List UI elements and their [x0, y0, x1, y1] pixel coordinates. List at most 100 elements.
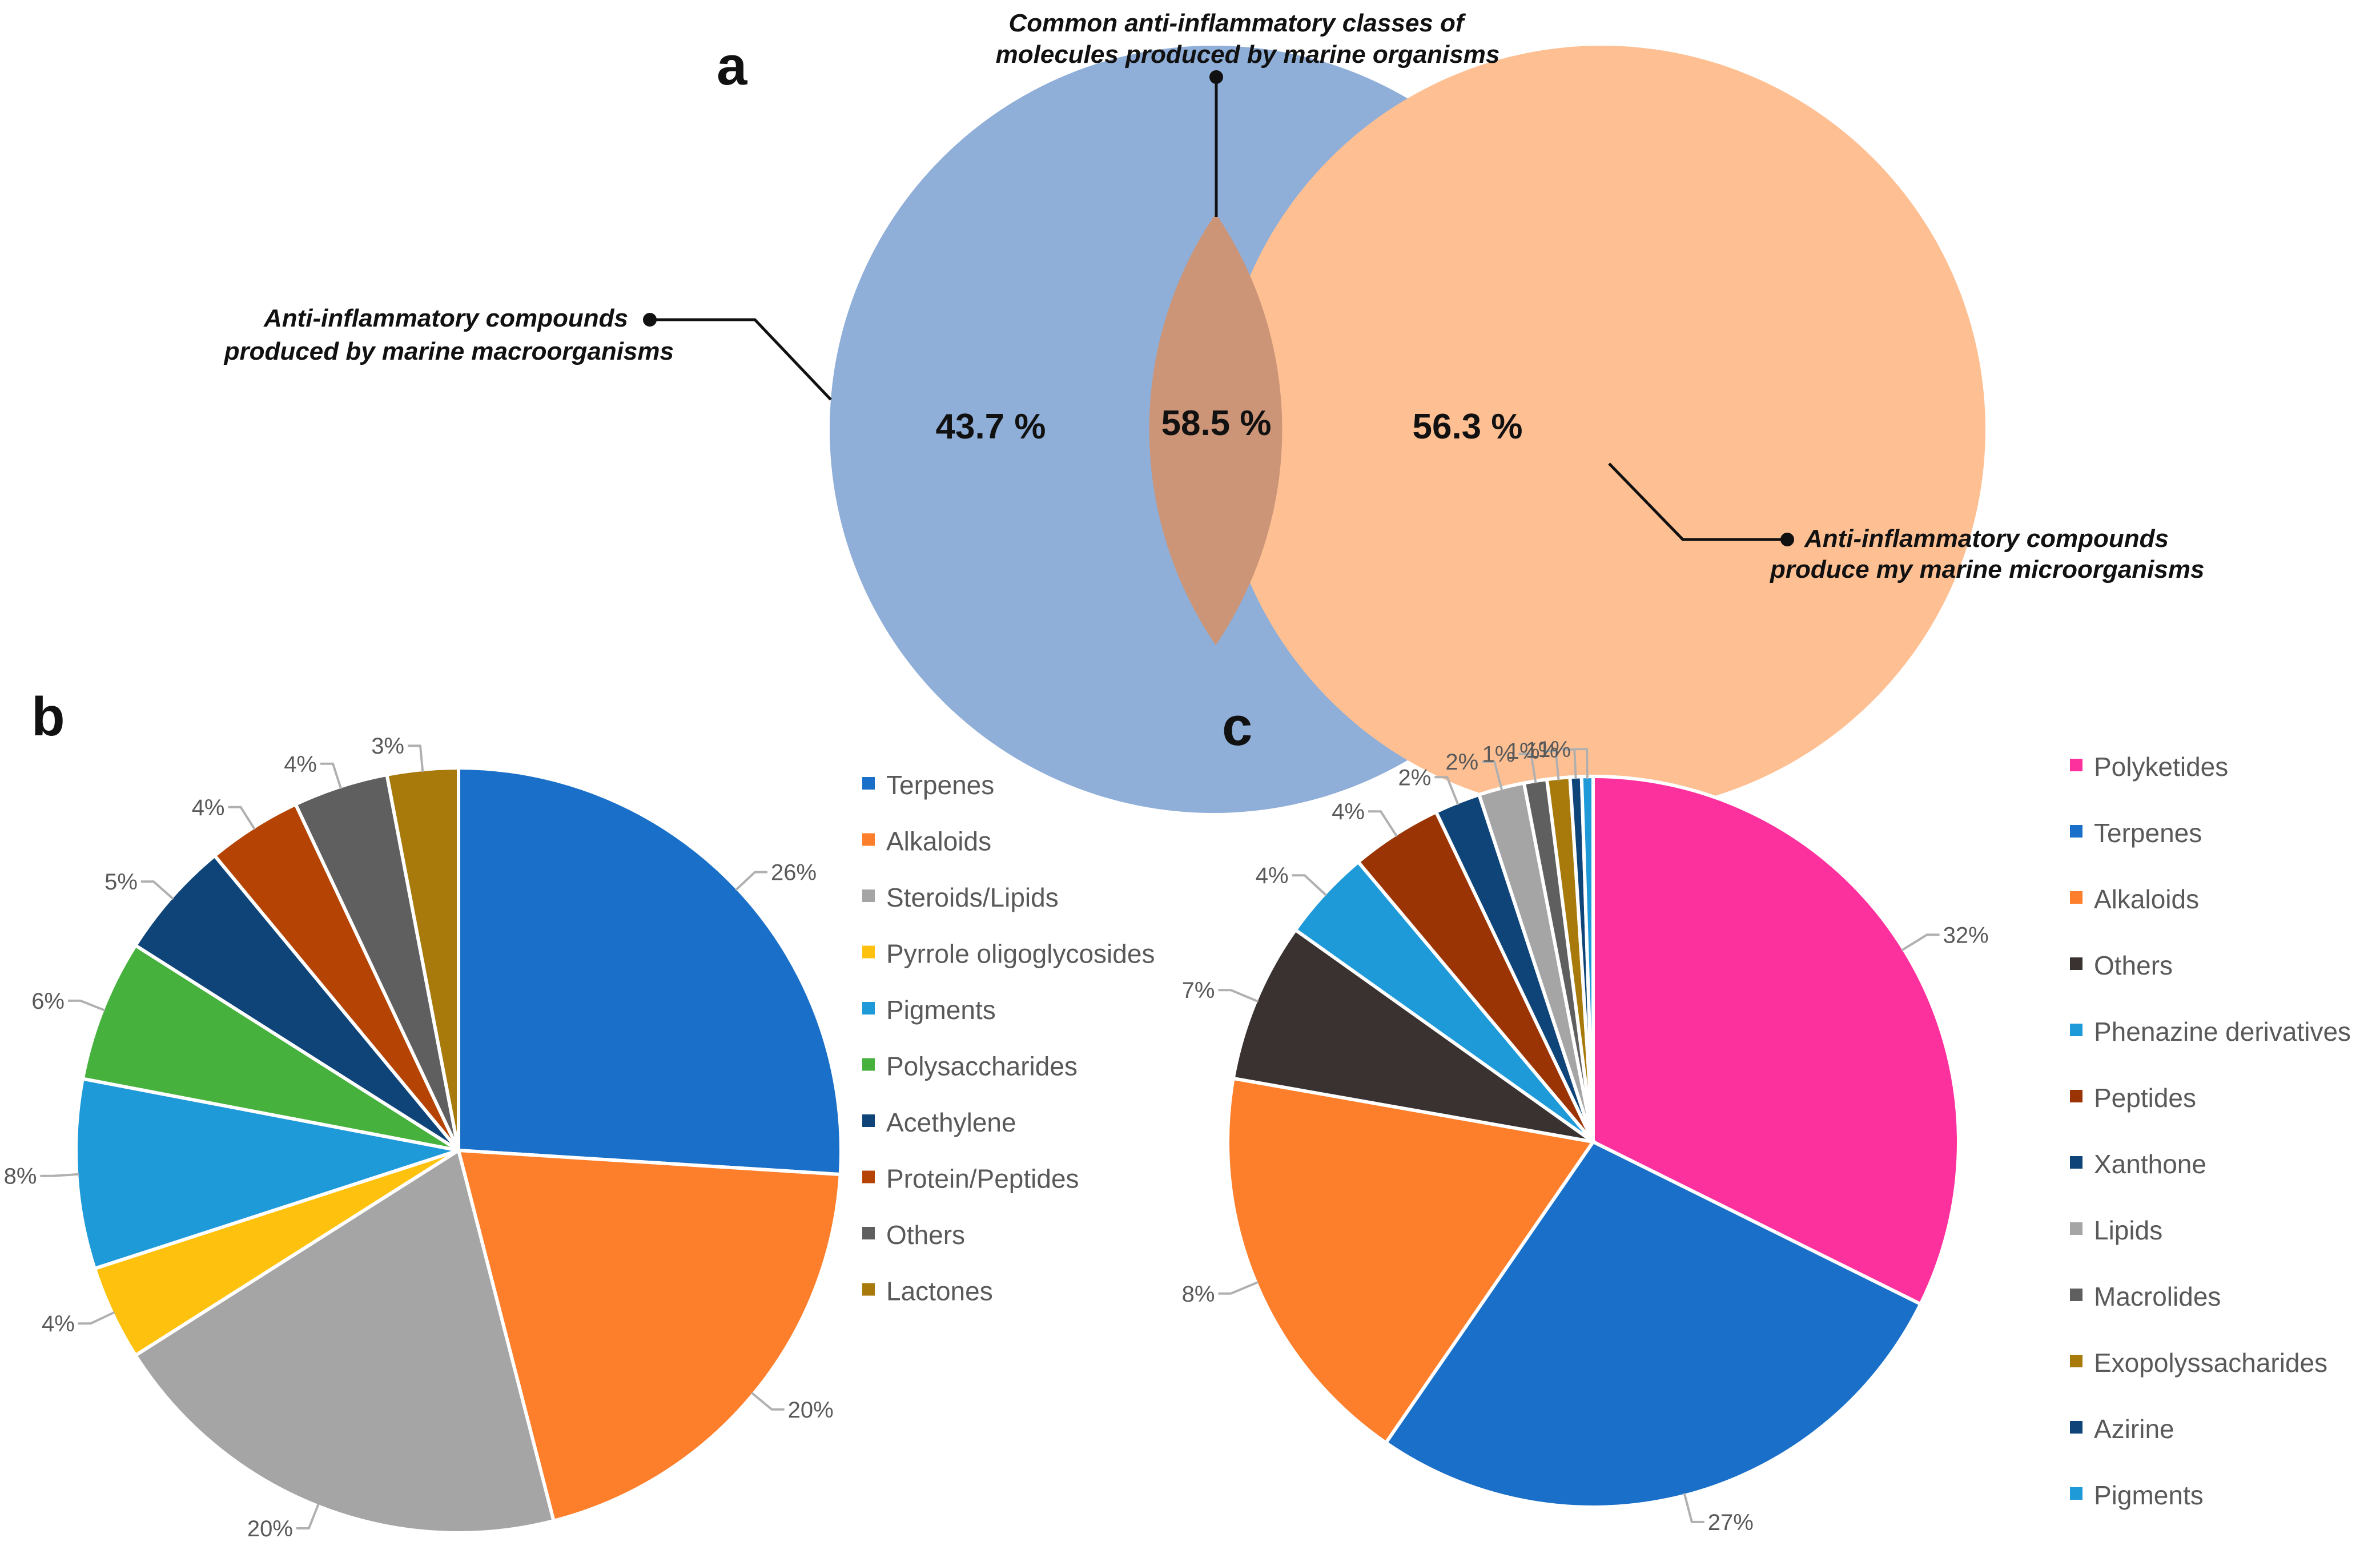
pie-panel-c: c 32% Polyketides 27% Terpenes 8% Alkaloids 7%… — [1182, 696, 2351, 1535]
pie-b-legend-swatch-terpenes — [862, 777, 875, 790]
pie-b-legend-swatch-others — [862, 1227, 875, 1239]
pie-c-legend-swatch-macrolides — [2070, 1289, 2082, 1301]
pie-c-legend-label-peptides: Peptides — [2094, 1083, 2196, 1113]
pie-b-leader-pigments — [40, 1173, 79, 1177]
pie-panel-b: b 26% Terpenes 20% Alkaloids 20% Steroids/Lip… — [4, 686, 1155, 1541]
pie-b-leader-others — [320, 762, 343, 790]
pie-c-legend-swatch-exopolyssacharides — [2070, 1355, 2082, 1367]
venn-circle-right — [1218, 46, 1985, 813]
pie-c-legend-label-pigments: Pigments — [2094, 1480, 2204, 1510]
pie-c-legend-label-xanthone: Xanthone — [2094, 1149, 2206, 1179]
pie-b-leader-pyrrole-oligoglycosides — [78, 1311, 115, 1325]
venn-panel: a 43.7 % 58.5 % 56.3 % Anti-inflammatory… — [224, 9, 2204, 813]
pie-b-legend-label-terpenes: Terpenes — [886, 770, 994, 800]
pie-c-leader-phenazine-derivatives — [1292, 874, 1328, 896]
pie-b-legend-label-pigments: Pigments — [886, 995, 996, 1025]
pie-b-label-pyrrole-oligoglycosides: 4% — [42, 1311, 75, 1336]
pie-c-legend-swatch-alkaloids — [2070, 891, 2082, 904]
venn-intersection — [1149, 214, 1283, 645]
pie-b-legend-swatch-steroids-lipids — [862, 889, 875, 902]
venn-caption-left-1: Anti-inflammatory compounds — [263, 304, 628, 332]
pie-c-legend-label-lipids: Lipids — [2094, 1215, 2162, 1245]
pie-c-label-xanthone: 2% — [1398, 765, 1431, 790]
pie-c-leader-exopolyssacharides — [1543, 750, 1560, 781]
pie-c-legend-label-exopolyssacharides: Exopolyssacharides — [2094, 1348, 2327, 1378]
pie-b-legend-label-steroids-lipids: Steroids/Lipids — [886, 883, 1059, 912]
pie-c-label-lipids: 2% — [1445, 750, 1478, 775]
panel-letter-b: b — [31, 686, 65, 747]
pie-c-legend-label-others: Others — [2094, 951, 2173, 980]
pie-c-legend-swatch-terpenes — [2070, 825, 2082, 838]
pie-c-legend-label-polyketides: Polyketides — [2094, 752, 2228, 782]
callout-left-dot — [643, 313, 657, 327]
pie-c-leader-others — [1218, 989, 1259, 1003]
pie-b-legend-swatch-protein-peptides — [862, 1170, 875, 1183]
pie-c-label-phenazine-derivatives: 4% — [1256, 863, 1289, 888]
pie-c-legend-swatch-peptides — [2070, 1090, 2082, 1102]
pie-c-legend-label-alkaloids: Alkaloids — [2094, 884, 2199, 914]
pie-b-leader-alkaloids — [750, 1391, 785, 1411]
pie-b-legend-label-acethylene: Acethylene — [886, 1108, 1016, 1137]
venn-value-intersection: 58.5 % — [1161, 404, 1271, 443]
pie-b-label-alkaloids: 20% — [788, 1398, 834, 1423]
pie-c-label-alkaloids: 8% — [1182, 1282, 1215, 1307]
pie-c-label-terpenes: 27% — [1708, 1510, 1754, 1535]
pie-b-leader-steroids-lipids — [296, 1503, 320, 1529]
pie-c-label-azirine: 1% — [1525, 738, 1558, 763]
pie-b-label-others: 4% — [284, 752, 317, 777]
pie-c-leader-alkaloids — [1218, 1281, 1259, 1295]
callout-left-line — [650, 318, 832, 401]
pie-c-legend-label-terpenes: Terpenes — [2094, 818, 2202, 848]
pie-c-legend-swatch-pigments — [2070, 1487, 2082, 1500]
pie-b-label-lactones: 3% — [371, 734, 404, 759]
callout-right-dot — [1780, 533, 1794, 546]
pie-b-leader-protein-peptides — [228, 806, 256, 830]
pie-c-legend-label-phenazine-derivatives: Phenazine derivatives — [2094, 1017, 2351, 1046]
pie-c-legend-swatch-xanthone — [2070, 1156, 2082, 1169]
callout-top-dot — [1209, 70, 1223, 84]
pie-b-legend-label-others: Others — [886, 1220, 965, 1250]
pie-c-label-pigments: 1% — [1538, 737, 1571, 762]
pie-b-leader-terpenes — [735, 871, 767, 891]
pie-c-label-macrolides: 1% — [1482, 742, 1515, 767]
pie-c-leader-pigments — [1574, 748, 1589, 779]
pie-c-label-exopolyssacharides: 1% — [1507, 739, 1540, 764]
venn-caption-left-2: produced by marine macroorganisms — [224, 337, 674, 365]
pie-c-label-polyketides: 32% — [1943, 923, 1989, 948]
venn-caption-top-1: Common anti-inflammatory classes of — [1008, 9, 1466, 37]
callout-right-line — [1608, 462, 1787, 541]
pie-b-label-pigments: 8% — [4, 1164, 37, 1189]
pie-b-leader-polysaccharides — [68, 999, 106, 1012]
pie-c-leader-lipids — [1482, 760, 1503, 791]
pie-c-legend-label-azirine: Azirine — [2094, 1414, 2174, 1444]
pie-c-label-peptides: 4% — [1332, 799, 1365, 824]
venn-value-left: 43.7 % — [935, 407, 1046, 446]
venn-caption-top-2: molecules produced by marine organisms — [996, 41, 1500, 69]
pie-b-leader-acethylene — [140, 880, 174, 900]
pie-b-legend-label-alkaloids: Alkaloids — [886, 827, 991, 856]
pie-c-legend-swatch-phenazine-derivatives — [2070, 1024, 2082, 1036]
pie-c-leader-peptides — [1368, 810, 1398, 838]
pie-c-legend-swatch-lipids — [2070, 1222, 2082, 1235]
pie-b-label-polysaccharides: 6% — [31, 989, 65, 1014]
pie-b-leader-lactones — [408, 744, 424, 772]
pie-b-legend-swatch-pyrrole-oligoglycosides — [862, 945, 875, 959]
pie-c-legend-swatch-others — [2070, 957, 2082, 970]
pie-b-legend-label-protein-peptides: Protein/Peptides — [886, 1164, 1079, 1194]
pie-c-leader-xanthone — [1434, 776, 1460, 806]
pie-c-legend-swatch-azirine — [2070, 1421, 2082, 1434]
venn-caption-right-1: Anti-inflammatory compounds — [1804, 525, 2169, 553]
pie-c-leader-macrolides — [1518, 752, 1537, 784]
pie-b-legend-swatch-lactones — [862, 1283, 875, 1296]
pie-c-leader-polyketides — [1901, 933, 1940, 952]
panel-letter-c: c — [1222, 696, 1252, 757]
pie-c-legend-label-macrolides: Macrolides — [2094, 1282, 2221, 1311]
panel-letter-a: a — [717, 35, 747, 96]
pie-b-label-protein-peptides: 4% — [192, 795, 225, 820]
pie-c-legend-swatch-polyketides — [2070, 759, 2082, 771]
pie-b-label-acethylene: 5% — [104, 869, 138, 895]
pie-b-legend-label-lactones: Lactones — [886, 1277, 993, 1306]
venn-value-right: 56.3 % — [1412, 407, 1522, 446]
pie-c-leader-terpenes — [1683, 1493, 1704, 1523]
